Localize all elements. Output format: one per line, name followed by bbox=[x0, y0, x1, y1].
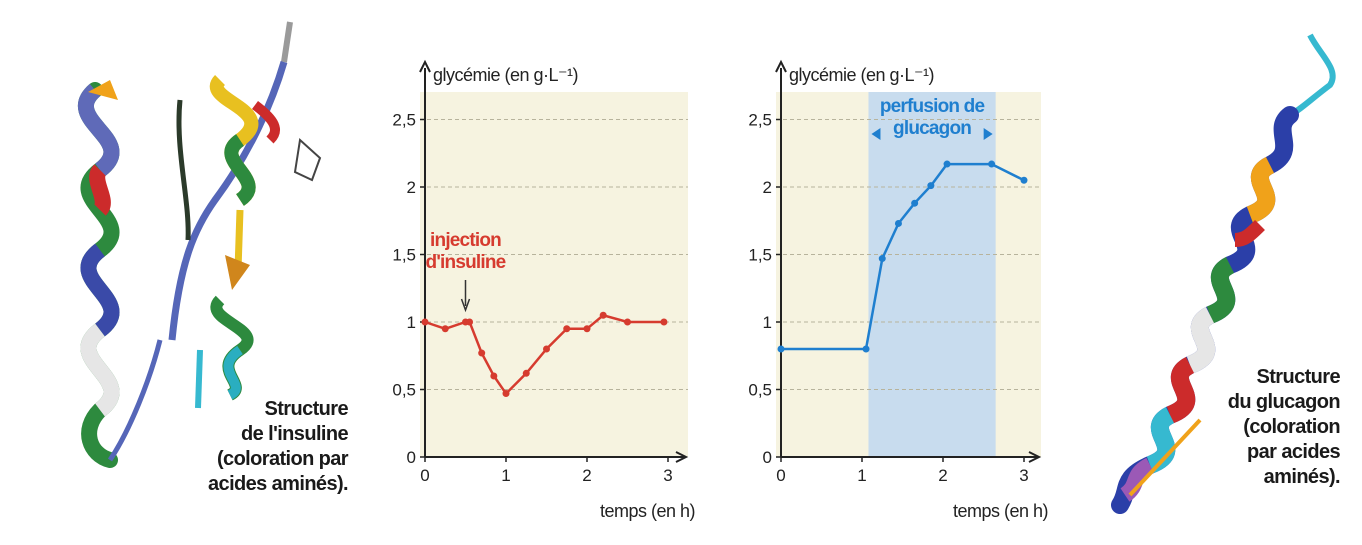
caption-line: par acides bbox=[1247, 441, 1341, 463]
data-point bbox=[988, 160, 996, 168]
data-point bbox=[441, 325, 449, 333]
plot-background bbox=[420, 92, 688, 457]
y-axis-arrow bbox=[775, 59, 787, 73]
caption-line: Structure bbox=[1256, 366, 1340, 388]
y-axis-label: glycémie (en g·L⁻¹) bbox=[433, 65, 578, 85]
data-point bbox=[894, 219, 902, 227]
caption-line: (coloration par bbox=[216, 448, 349, 470]
caption-line: (coloration bbox=[1243, 416, 1340, 438]
y-tick-label: 2 bbox=[763, 178, 772, 197]
y-tick-label: 1,5 bbox=[392, 246, 416, 265]
caption-line: aminés). bbox=[1263, 466, 1341, 488]
y-tick-label: 0,5 bbox=[748, 381, 772, 400]
perfusion-band bbox=[868, 92, 996, 457]
data-point bbox=[660, 318, 668, 326]
x-axis-arrow bbox=[675, 451, 689, 463]
data-point bbox=[490, 372, 498, 380]
data-point bbox=[599, 311, 607, 319]
caption-line: Structure bbox=[264, 398, 348, 420]
data-point bbox=[878, 255, 886, 263]
y-tick-label: 1,5 bbox=[748, 246, 772, 265]
x-tick-label: 1 bbox=[501, 466, 510, 485]
data-point bbox=[911, 199, 919, 207]
data-point bbox=[624, 318, 631, 326]
data-point bbox=[1020, 176, 1028, 184]
y-tick-label: 2,5 bbox=[748, 111, 772, 130]
x-tick-label: 2 bbox=[938, 466, 947, 485]
data-point bbox=[478, 349, 486, 357]
caption-line: du glucagon bbox=[1227, 391, 1341, 413]
data-point bbox=[522, 369, 530, 377]
data-point bbox=[943, 160, 951, 168]
y-tick-label: 1 bbox=[763, 313, 772, 332]
data-point bbox=[502, 390, 510, 398]
annotation-label: glucagon bbox=[893, 118, 971, 139]
y-axis-label: glycémie (en g·L⁻¹) bbox=[789, 65, 934, 85]
data-point bbox=[927, 182, 935, 190]
y-tick-label: 2 bbox=[407, 178, 416, 197]
y-axis-arrow bbox=[419, 59, 431, 73]
data-point bbox=[862, 345, 870, 353]
band-arrow-left bbox=[871, 128, 881, 140]
data-point bbox=[543, 345, 550, 353]
glucagon-glycemia-chart: 0 0,5 1 1,5 2 2,5 0 1 2 3 glycémie (en g·L⁻¹) temps… bbox=[748, 59, 1049, 521]
annotation-label: injection bbox=[430, 230, 501, 251]
glucagon-structure-caption: Structure du glucagon (coloration par ac… bbox=[1160, 365, 1341, 490]
y-tick-label: 1 bbox=[407, 313, 416, 332]
x-tick-label: 3 bbox=[1019, 466, 1028, 485]
y-tick-label: 2,5 bbox=[392, 111, 416, 130]
x-tick-label: 0 bbox=[420, 466, 429, 485]
x-axis-label: temps (en h) bbox=[600, 501, 695, 521]
annotation-arrowhead bbox=[460, 298, 471, 313]
band-arrow-right bbox=[983, 128, 993, 140]
data-point bbox=[421, 318, 429, 326]
data-point bbox=[466, 318, 474, 326]
insulin-structure-caption: Structure de l'insuline (coloration par … bbox=[150, 397, 349, 497]
y-tick-label: 0 bbox=[407, 448, 416, 467]
x-tick-label: 3 bbox=[663, 466, 672, 485]
x-tick-label: 0 bbox=[776, 466, 785, 485]
insulin-glycemia-chart: 0 0,5 1 1,5 2 2,5 0 1 2 3 glycémie (en g·L⁻¹) temps… bbox=[392, 59, 696, 521]
x-axis-arrow bbox=[1028, 451, 1042, 463]
data-point bbox=[563, 325, 571, 333]
caption-line: de l'insuline bbox=[241, 423, 349, 445]
x-axis-label: temps (en h) bbox=[953, 501, 1048, 521]
data-point bbox=[583, 325, 591, 333]
annotation-label: d'insuline bbox=[426, 252, 506, 273]
y-tick-label: 0,5 bbox=[392, 381, 416, 400]
y-tick-label: 0 bbox=[763, 448, 772, 467]
insulin-structure-image bbox=[78, 21, 322, 468]
annotation-label: perfusion de bbox=[880, 96, 985, 117]
data-point bbox=[777, 345, 785, 353]
caption-line: acides aminés). bbox=[208, 473, 349, 495]
x-tick-label: 2 bbox=[582, 466, 591, 485]
glucagon-structure-image bbox=[1111, 33, 1336, 514]
x-tick-label: 1 bbox=[857, 466, 866, 485]
